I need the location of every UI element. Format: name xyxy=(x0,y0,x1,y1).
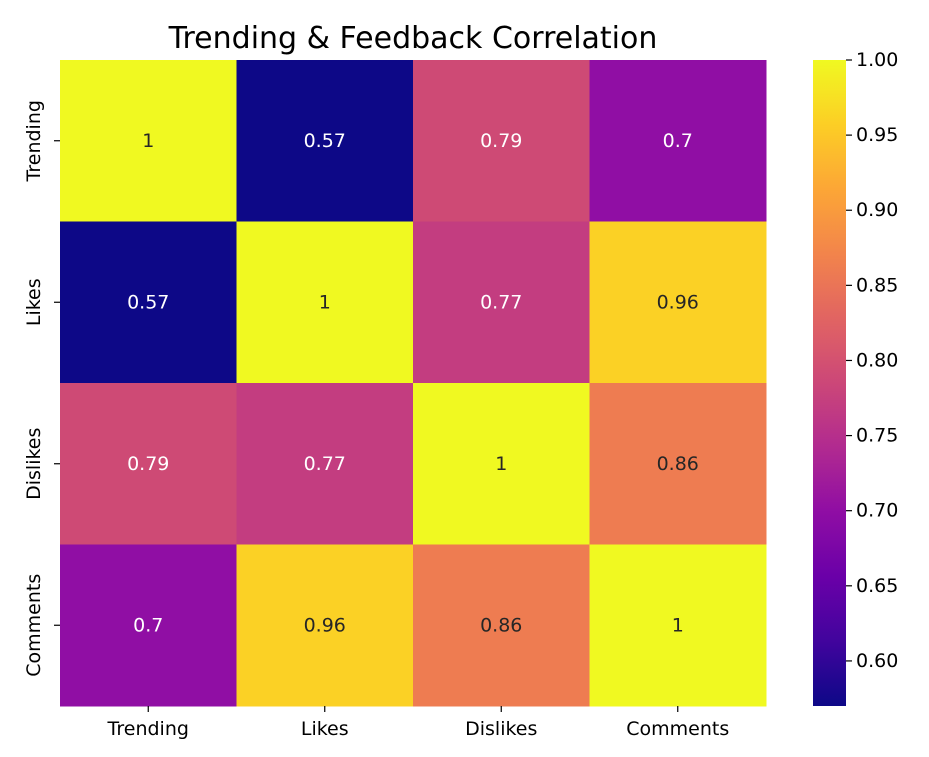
colorbar-tick-label: 0.85 xyxy=(856,274,898,296)
y-tick-label: Dislikes xyxy=(23,428,45,500)
x-axis: Trending Likes Dislikes Comments xyxy=(107,706,729,740)
colorbar-tick-label: 0.70 xyxy=(856,500,898,522)
y-tick-label: Likes xyxy=(23,278,45,326)
cell-annotation: 1 xyxy=(495,453,507,475)
colorbar-tick-label: 0.60 xyxy=(856,650,898,672)
heatmap-cell xyxy=(60,544,238,707)
colorbar-tick-label: 1.00 xyxy=(856,49,898,71)
colorbar-tick-label: 0.75 xyxy=(856,425,898,447)
cell-annotation: 0.79 xyxy=(480,130,522,152)
heatmap-cell xyxy=(413,544,591,707)
cell-annotation: 1 xyxy=(672,614,684,636)
x-tick-label: Likes xyxy=(301,718,349,740)
cell-annotation: 1 xyxy=(319,291,331,313)
colorbar: 0.60 0.65 0.70 0.75 0.80 0.85 0.90 0.95 1.00 xyxy=(813,49,898,706)
heatmap-cell xyxy=(60,383,238,546)
heatmap-cell xyxy=(236,383,414,546)
y-tick-label: Comments xyxy=(23,574,45,677)
cell-annotation: 0.86 xyxy=(657,453,699,475)
heatmap-cell xyxy=(589,221,767,384)
heatmap-cell xyxy=(236,221,414,384)
heatmap-cells xyxy=(60,60,767,707)
heatmap-cell xyxy=(60,60,238,223)
cell-annotation: 0.57 xyxy=(127,291,169,313)
cell-annotation: 0.7 xyxy=(663,130,693,152)
x-tick-label: Dislikes xyxy=(465,718,537,740)
y-axis: Trending Likes Dislikes Comments xyxy=(23,100,60,677)
x-tick-label: Trending xyxy=(107,718,189,740)
cell-annotation: 0.96 xyxy=(657,291,699,313)
heatmap-cell xyxy=(60,221,238,384)
cell-annotation: 0.7 xyxy=(133,614,163,636)
x-tick-label: Comments xyxy=(626,718,729,740)
heatmap-cell xyxy=(236,60,414,223)
y-tick-label: Trending xyxy=(23,100,45,182)
heatmap-cell xyxy=(413,60,591,223)
cell-annotation: 0.77 xyxy=(304,453,346,475)
heatmap-cell xyxy=(589,383,767,546)
cell-annotation: 0.57 xyxy=(304,130,346,152)
heatmap-cell xyxy=(236,544,414,707)
colorbar-tick-label: 0.95 xyxy=(856,124,898,146)
cell-annotation: 0.79 xyxy=(127,453,169,475)
cell-annotation: 1 xyxy=(142,130,154,152)
heatmap-cell xyxy=(589,544,767,707)
heatmap-cell xyxy=(413,383,591,546)
cell-annotations: 1 0.57 0.79 0.7 0.57 1 0.77 0.96 0.79 0.77 1 0.86 0.… xyxy=(127,130,699,637)
colorbar-tick-label: 0.90 xyxy=(856,199,898,221)
colorbar-gradient xyxy=(813,60,846,706)
heatmap-cell xyxy=(413,221,591,384)
colorbar-tick-label: 0.80 xyxy=(856,349,898,371)
heatmap-cell xyxy=(589,60,767,223)
cell-annotation: 0.86 xyxy=(480,614,522,636)
chart-title: Trending & Feedback Correlation xyxy=(168,21,658,56)
cell-annotation: 0.77 xyxy=(480,291,522,313)
cell-annotation: 0.96 xyxy=(304,614,346,636)
colorbar-tick-label: 0.65 xyxy=(856,575,898,597)
